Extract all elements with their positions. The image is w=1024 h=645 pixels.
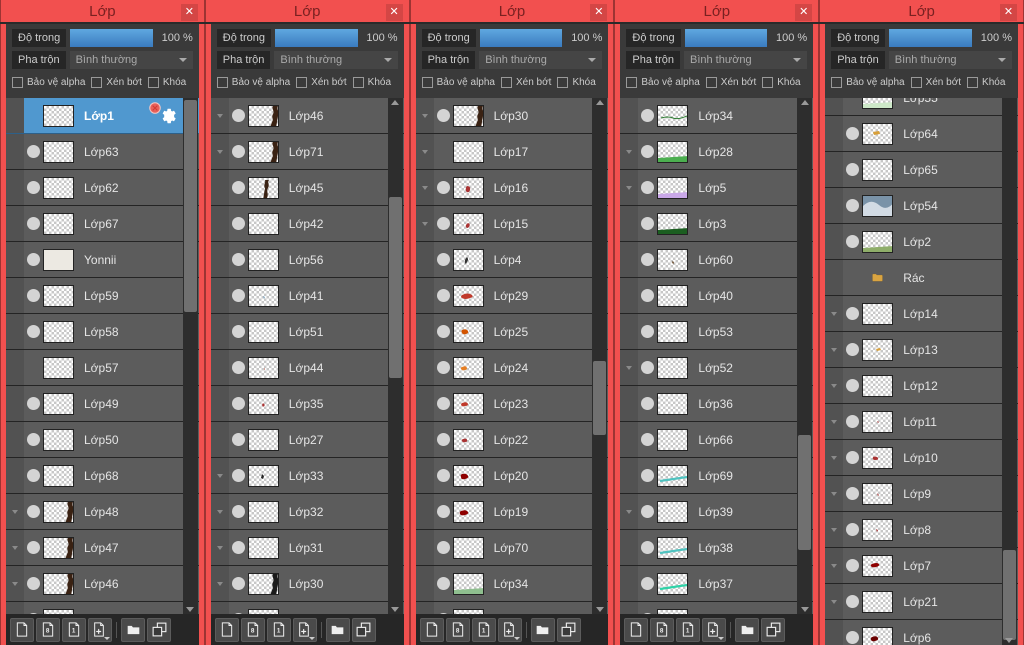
svg-text:1: 1 — [277, 628, 281, 635]
svg-text:8: 8 — [46, 628, 50, 635]
svg-text:8: 8 — [455, 628, 459, 635]
svg-text:8: 8 — [660, 628, 664, 635]
svg-text:1: 1 — [481, 628, 485, 635]
svg-text:1: 1 — [72, 628, 76, 635]
svg-text:1: 1 — [686, 628, 690, 635]
svg-text:8: 8 — [251, 628, 255, 635]
